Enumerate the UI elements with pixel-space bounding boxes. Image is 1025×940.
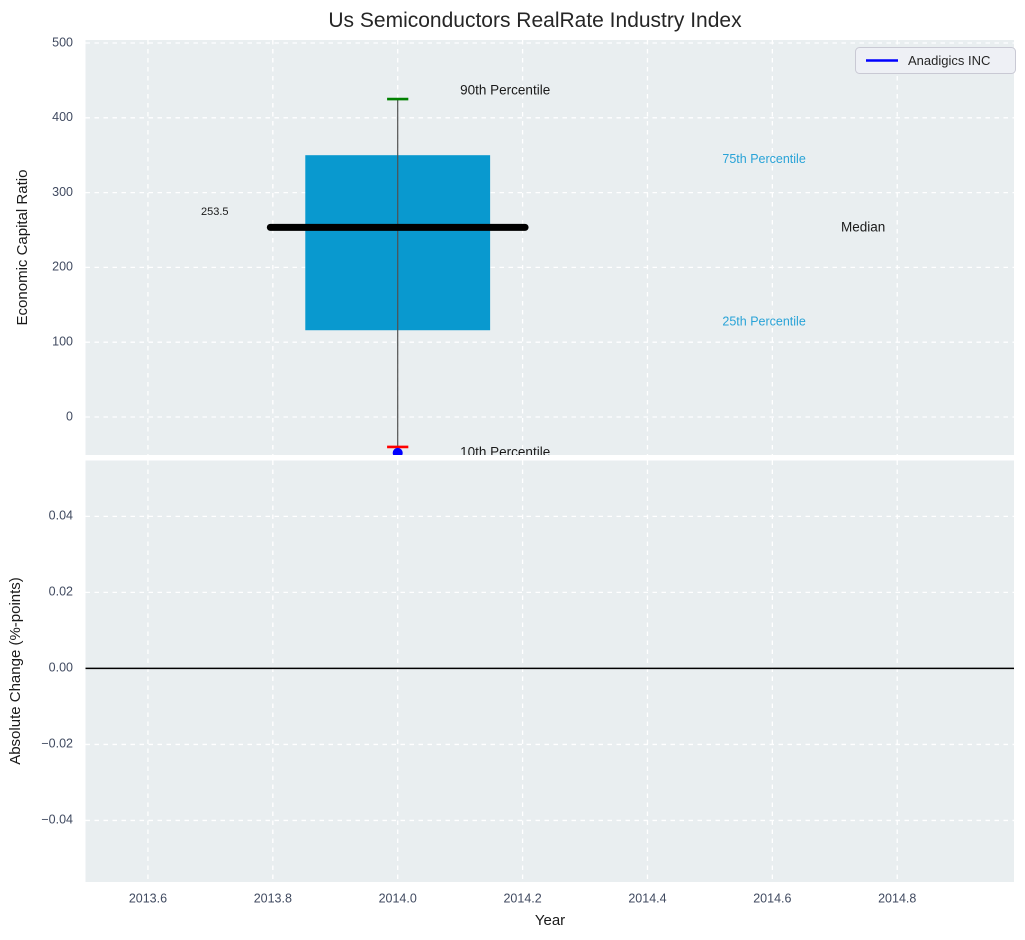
y1-tick-label: 100 bbox=[52, 334, 73, 348]
annotation-90th-percentile: 90th Percentile bbox=[460, 82, 550, 97]
top-panel-bg bbox=[85, 40, 1014, 455]
panels-layer: 90th Percentile 75th Percentile 253.5 Media… bbox=[41, 35, 1014, 905]
x-tick-label: 2014.0 bbox=[379, 891, 417, 905]
x-tick-label: 2014.6 bbox=[753, 891, 791, 905]
y2-tick-label: −0.02 bbox=[41, 737, 73, 751]
y1-axis-label: Economic Capital Ratio bbox=[14, 170, 31, 326]
x-axis-label: Year bbox=[535, 912, 565, 929]
y1-tick-label: 0 bbox=[66, 409, 73, 423]
y1-tick-label: 200 bbox=[52, 260, 73, 274]
x-tick-label: 2013.6 bbox=[129, 891, 167, 905]
x-tick-label: 2014.8 bbox=[878, 891, 916, 905]
legend-box bbox=[855, 47, 1016, 74]
annotation-median-value: 253.5 bbox=[201, 206, 229, 218]
top-panel: 90th Percentile 75th Percentile 253.5 Media… bbox=[85, 40, 1014, 459]
company-point bbox=[392, 447, 403, 455]
y1-tick-label: 500 bbox=[52, 35, 73, 49]
x-tick-label: 2014.2 bbox=[503, 891, 541, 905]
y2-tick-label: −0.04 bbox=[41, 813, 73, 827]
y2-tick-label: 0.04 bbox=[49, 509, 73, 523]
x-tick-label: 2014.4 bbox=[628, 891, 666, 905]
legend-label: Anadigics INC bbox=[908, 53, 990, 68]
annotation-25th-percentile: 25th Percentile bbox=[722, 314, 805, 328]
annotation-75th-percentile: 75th Percentile bbox=[722, 152, 805, 166]
annotation-10th-percentile: 10th Percentile bbox=[460, 444, 550, 459]
y1-tick-label: 400 bbox=[52, 110, 73, 124]
y2-axis-label: Absolute Change (%-points) bbox=[7, 577, 24, 765]
y1-tick-label: 300 bbox=[52, 185, 73, 199]
bottom-panel bbox=[85, 460, 1014, 882]
bottom-panel-bg bbox=[85, 460, 1014, 882]
y2-tick-label: 0.02 bbox=[49, 585, 73, 599]
x-tick-label: 2013.8 bbox=[254, 891, 292, 905]
annotation-median: Median bbox=[841, 219, 885, 234]
legend: Anadigics INC bbox=[855, 47, 1016, 74]
chart-title: Us Semiconductors RealRate Industry Inde… bbox=[328, 9, 742, 32]
y2-tick-label: 0.00 bbox=[49, 661, 73, 675]
